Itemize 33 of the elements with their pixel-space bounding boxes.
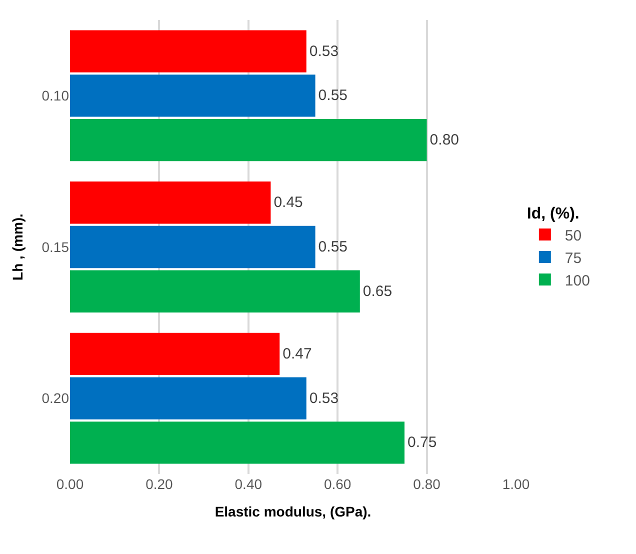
y-axis-title: Lh , (mm). [9, 214, 26, 280]
data-label: 0.80 [430, 132, 460, 149]
bar [70, 377, 306, 420]
y-tick-label: 0.20 [42, 390, 70, 406]
bar [70, 226, 316, 268]
x-tick-label: 0.40 [234, 476, 262, 492]
data-label: 0.53 [309, 42, 339, 60]
legend-title: Id, (%). [526, 205, 580, 222]
data-label: 0.55 [318, 87, 348, 104]
legend-label: 50 [564, 227, 582, 244]
y-tick-label: 0.10 [42, 88, 70, 104]
x-tick-label: 0.60 [324, 476, 352, 492]
data-label: 0.65 [362, 282, 392, 300]
bar [70, 30, 306, 72]
bar [70, 422, 404, 464]
x-tick-label: 1.00 [502, 476, 530, 492]
data-label: 0.75 [408, 434, 437, 452]
x-tick-label: 0.80 [413, 476, 441, 492]
legend-label: 100 [564, 272, 590, 290]
y-tick-label: 0.15 [42, 238, 70, 255]
data-label: 0.45 [274, 194, 303, 212]
bar [70, 182, 271, 224]
x-axis-title: Elastic modulus, (GPa). [214, 503, 372, 520]
bar [70, 118, 427, 162]
data-label: 0.53 [309, 390, 339, 407]
data-label: 0.47 [282, 345, 312, 362]
bar [70, 332, 280, 376]
bar [70, 270, 360, 312]
legend-label: 75 [564, 250, 582, 267]
bar [70, 74, 316, 117]
x-tick-label: 0.00 [56, 476, 84, 492]
data-label: 0.55 [318, 238, 348, 256]
x-tick-label: 0.20 [146, 476, 174, 492]
